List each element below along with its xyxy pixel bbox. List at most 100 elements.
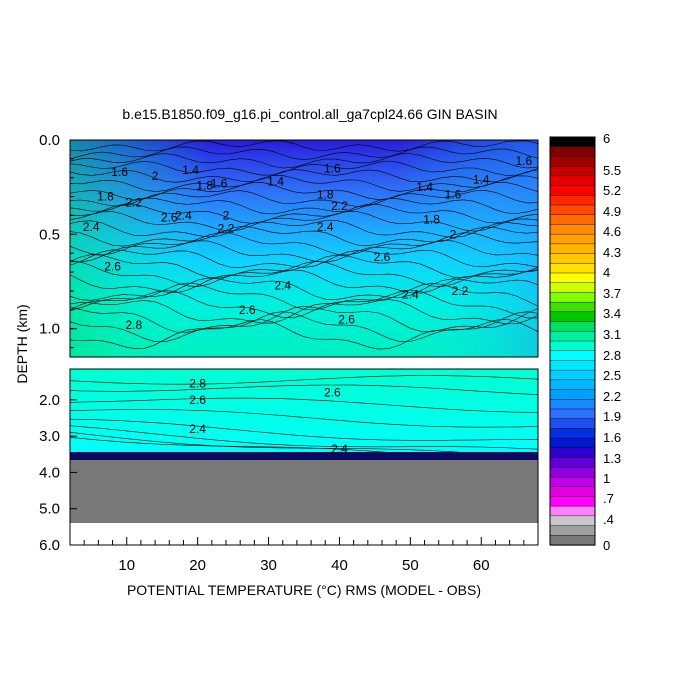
lower-y-tick-label: 5.0 <box>39 501 60 518</box>
upper-contour-labels: 1.6 2 1.41.81.61.8 2.22.62.4 22.21.41.61.82.… <box>83 154 533 332</box>
upper-y-tick-label: 1.0 <box>39 321 60 338</box>
upper-contour-line <box>69 282 539 311</box>
contour-label: 1.6 <box>445 188 462 202</box>
below-domain <box>70 523 538 545</box>
upper-contour-line <box>69 140 539 152</box>
contour-label: 2.2 <box>218 222 235 236</box>
contour-label: 2.4 <box>331 442 348 456</box>
contour-label: 2.6 <box>324 386 341 400</box>
colorbar-label: 2.5 <box>603 368 621 383</box>
colorbar-swatch <box>549 263 596 274</box>
lower-contour-line <box>69 397 539 413</box>
colorbar-label: 5.2 <box>603 183 621 198</box>
lower-y-tick-label: 2.0 <box>39 392 60 409</box>
contour-label: 2.4 <box>274 278 291 292</box>
x-tick-label: 60 <box>473 557 490 574</box>
colorbar-label: 1.6 <box>603 430 621 445</box>
upper-contour-line <box>69 305 539 333</box>
colorbar-swatch <box>549 204 596 216</box>
colorbar-swatch <box>549 447 596 459</box>
colorbar-swatch <box>549 476 596 488</box>
x-axis-label: POTENTIAL TEMPERATURE (°C) RMS (MODEL - … <box>126 582 482 598</box>
contour-label: 2 <box>450 227 457 241</box>
upper-contour-line <box>69 277 539 301</box>
colorbar-swatch <box>549 253 596 264</box>
colorbar-swatch <box>549 535 596 546</box>
contour-label: 2.6 <box>338 312 355 326</box>
contour-label: 1.8 <box>97 190 114 204</box>
colorbar-swatch <box>549 350 596 362</box>
contour-label: 2.2 <box>331 199 348 213</box>
contour-label: 2.8 <box>189 377 206 391</box>
colorbar-label: 4.9 <box>603 204 621 219</box>
x-tick-label: 40 <box>331 557 348 574</box>
upper-contour-line <box>69 232 539 256</box>
contour-label: 2.8 <box>125 318 142 332</box>
lower-y-tick-label: 4.0 <box>39 464 60 481</box>
upper-contour-lines <box>69 140 539 350</box>
colorbar-label: 2.8 <box>603 348 621 363</box>
colorbar-label: 3.4 <box>603 306 621 321</box>
colorbar-swatch <box>549 437 596 449</box>
colorbar-swatch <box>549 301 596 313</box>
colorbar-label: 2.2 <box>603 389 621 404</box>
upper-panel-frame <box>69 139 539 358</box>
upper-y-axis: 0.0 0.5 1.0 <box>39 132 77 349</box>
contour-label: 2.4 <box>317 220 334 234</box>
upper-contour-line <box>69 249 539 268</box>
colorbar-label: .4 <box>603 512 614 527</box>
contour-label: 2.4 <box>175 208 192 222</box>
contour-label: 2.2 <box>452 284 469 298</box>
upper-contour-line <box>69 211 539 232</box>
colorbar-swatch <box>549 311 596 323</box>
lower-contour-labels: 2.8 2.6 2.6 2.4 2.4 <box>189 377 348 456</box>
x-tick-label: 50 <box>402 557 419 574</box>
upper-contour-line <box>69 197 539 215</box>
lower-contour-line <box>69 418 539 441</box>
upper-contour-line <box>69 219 539 238</box>
contour-label: 2 <box>223 208 230 222</box>
upper-panel-field-tint <box>70 140 538 357</box>
colorbar-label: 3.7 <box>603 286 621 301</box>
upper-contour-line <box>69 318 539 350</box>
lower-contour-line <box>69 409 539 428</box>
lower-contour-line <box>69 425 539 450</box>
chart-title: b.e15.B1850.f09_g16.pi_control.all_ga7cp… <box>122 106 498 122</box>
upper-contour-line <box>69 289 538 319</box>
contour-label: 1.4 <box>416 180 433 194</box>
colorbar-swatches <box>549 136 596 546</box>
contour-label: 1.4 <box>182 163 199 177</box>
lower-panel: 2.8 2.6 2.6 2.4 2.4 2.0 3.0 4.0 5.0 6.0 10 20 30 40… <box>39 368 539 574</box>
colorbar-label: 6 <box>603 131 610 146</box>
colorbar-label: 1.9 <box>603 409 621 424</box>
contour-label: 1.4 <box>267 175 284 189</box>
colorbar-swatch <box>549 515 596 527</box>
colorbar-swatch <box>549 233 596 245</box>
colorbar-label: 4.6 <box>603 224 621 239</box>
colorbar-swatch <box>549 428 596 439</box>
colorbar: 6 5.5 5.2 4.9 4.6 4.3 4 3.7 3.4 3.1 2.8 2.5 2.2 1.9 1.… <box>549 131 621 553</box>
x-tick-label: 20 <box>189 557 206 574</box>
colorbar-swatch <box>549 418 596 430</box>
contour-label: 2.6 <box>161 210 178 224</box>
lower-contour-line <box>69 384 539 395</box>
contour-label: 1.8 <box>423 212 440 226</box>
upper-contour-line <box>69 153 539 169</box>
colorbar-swatch <box>549 185 596 196</box>
colorbar-swatch <box>549 408 596 420</box>
colorbar-label: 4 <box>603 265 610 280</box>
contour-label: 2.6 <box>189 393 206 407</box>
upper-contour-line <box>69 146 539 161</box>
colorbar-label: 1 <box>603 471 610 486</box>
upper-contour-line <box>69 260 539 287</box>
upper-contour-line <box>69 299 539 325</box>
colorbar-label: 1.3 <box>603 451 621 466</box>
upper-contour-line <box>69 182 539 201</box>
colorbar-swatch <box>549 214 596 226</box>
upper-contour-line <box>69 226 539 247</box>
upper-contour-line <box>69 311 539 342</box>
colorbar-swatch <box>549 486 596 498</box>
colorbar-swatch <box>549 496 596 507</box>
colorbar-swatch <box>549 243 596 255</box>
